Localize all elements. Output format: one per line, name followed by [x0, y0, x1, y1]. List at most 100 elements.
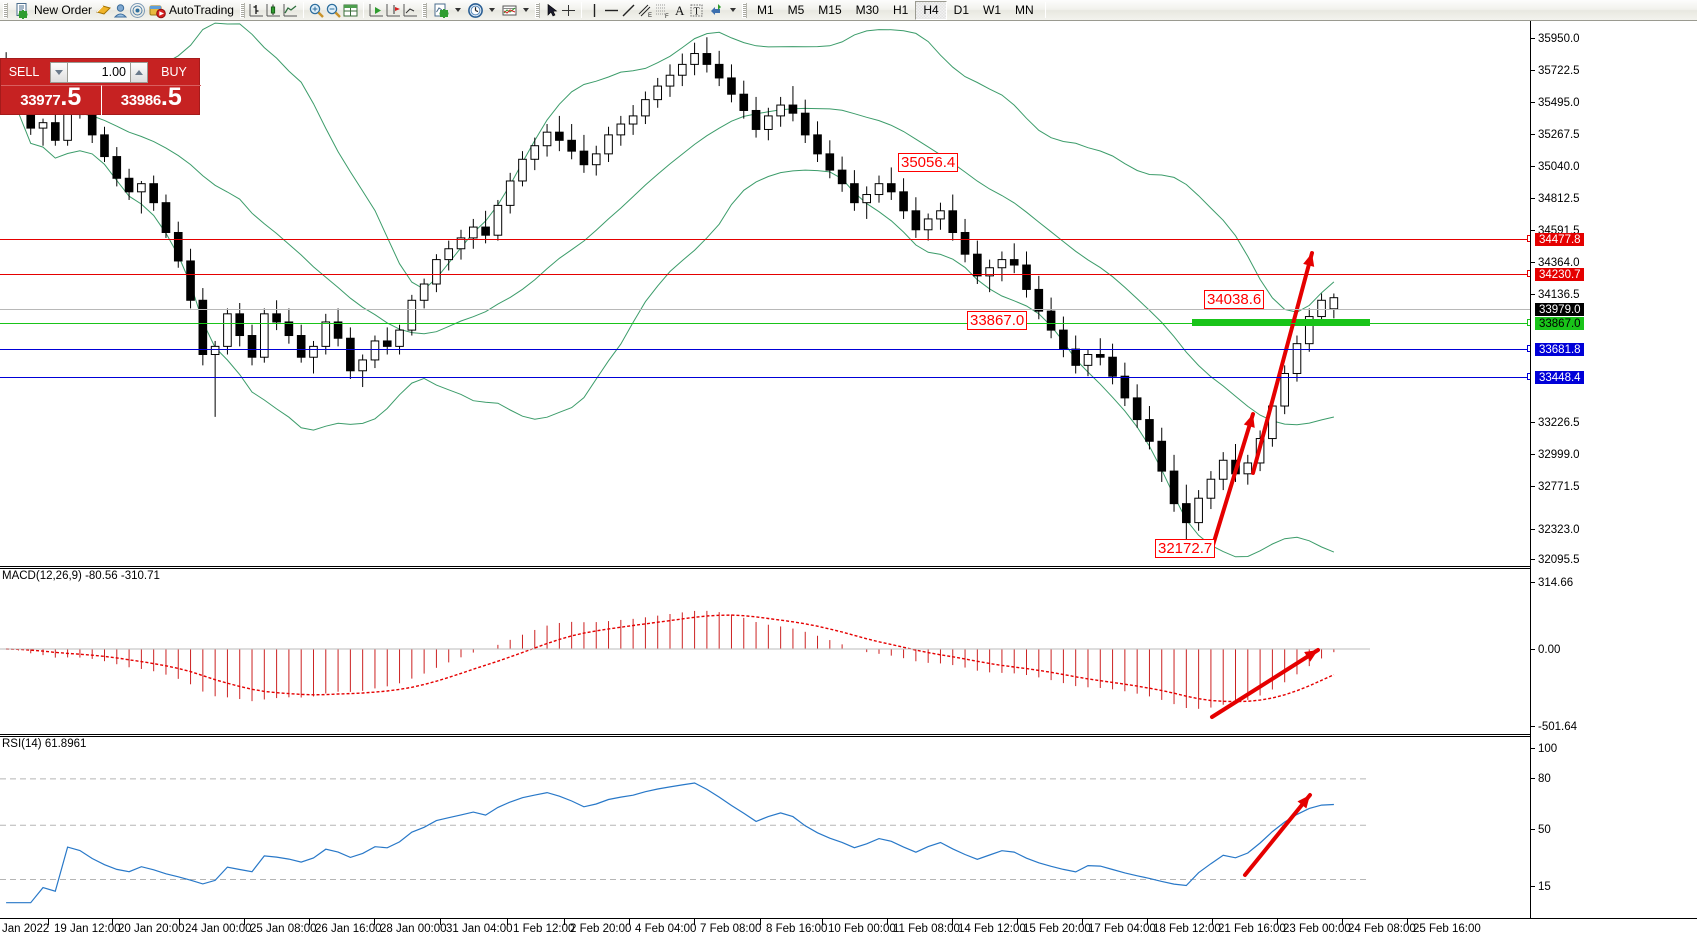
equidistant-channel-icon[interactable]: E: [637, 2, 654, 19]
candle: [407, 294, 417, 336]
price-level-pill[interactable]: 34477.8: [1535, 233, 1584, 246]
time-axis-label: 7 Feb 08:00: [700, 923, 762, 935]
level-32172[interactable]: 32172.7: [1155, 539, 1216, 558]
price-level-pill[interactable]: 33448.4: [1535, 371, 1584, 384]
period-menu-button[interactable]: [464, 1, 498, 20]
candle: [1095, 338, 1105, 366]
projection-arrow-up-2[interactable]: [1251, 251, 1315, 475]
toolbar-grip-4[interactable]: [534, 2, 540, 18]
new-order-button[interactable]: New Order: [11, 1, 95, 20]
price-pane-graphics: [1, 22, 1370, 558]
crosshair-icon[interactable]: [560, 2, 577, 19]
chart-shift-icon[interactable]: [385, 2, 402, 19]
candle: [714, 50, 724, 87]
chart-shift-end-icon[interactable]: [402, 2, 419, 19]
sell-button[interactable]: SELL: [8, 65, 40, 79]
text-label-icon[interactable]: T: [688, 2, 705, 19]
indicators-chevron-down-icon[interactable]: [454, 8, 461, 12]
candle: [616, 115, 626, 146]
sell-price[interactable]: 33977 .5: [1, 85, 102, 116]
horizontal-line-icon[interactable]: [603, 2, 620, 19]
fibonacci-retracement-icon[interactable]: F: [654, 2, 671, 20]
timeframe-m15[interactable]: M15: [818, 3, 842, 17]
price-level-pill[interactable]: 33867.0: [1535, 317, 1584, 330]
level-35056[interactable]: 35056.4: [898, 153, 959, 172]
pane-divider-rsi[interactable]: [0, 734, 1697, 737]
profile-icon[interactable]: [112, 2, 129, 19]
bar-chart-icon[interactable]: [248, 2, 265, 19]
time-axis-label: 4 Feb 04:00: [635, 923, 697, 935]
time-tick: [48, 919, 49, 925]
level-33867[interactable]: 33867.0: [967, 311, 1028, 330]
chart-book-icon[interactable]: [95, 2, 112, 19]
rsi-pane[interactable]: [0, 738, 1530, 918]
price-level-line[interactable]: [0, 274, 1530, 275]
tick-mark: [1531, 649, 1535, 650]
auto-scroll-icon[interactable]: [368, 2, 385, 19]
projection-arrow-up-1[interactable]: [1211, 412, 1255, 547]
buy-button[interactable]: BUY: [161, 65, 187, 79]
price-pane[interactable]: [0, 21, 1530, 566]
vertical-line-icon[interactable]: [586, 2, 603, 19]
one-click-trading-panel[interactable]: SELL 1.00 BUY 33977 .5 33986 .5: [0, 58, 201, 116]
timeframe-m30[interactable]: M30: [855, 3, 879, 17]
time-axis[interactable]: Jan 2022 19 Jan 12:00 20 Jan 20:00 24 Jan 0…: [0, 918, 1697, 940]
zoom-in-icon[interactable]: [308, 2, 325, 19]
templates-menu-button[interactable]: [498, 1, 532, 20]
indicators-menu-button[interactable]: [430, 1, 464, 20]
price-level-line[interactable]: [0, 309, 1530, 310]
cursor-icon[interactable]: [543, 2, 560, 19]
timeframe-m5[interactable]: M5: [787, 3, 805, 17]
auto-trading-label: AutoTrading: [169, 3, 234, 17]
price-level-pill[interactable]: 34230.7: [1535, 268, 1584, 281]
price-level-line[interactable]: [0, 239, 1530, 240]
lot-increase-button[interactable]: [130, 61, 148, 83]
timeframe-h1[interactable]: H1: [892, 3, 909, 17]
toolbar-grip-1[interactable]: [3, 2, 8, 18]
new-order-label: New Order: [34, 3, 93, 17]
toolbar-grip-5[interactable]: [741, 2, 747, 18]
bollinger-lower: [5, 77, 1335, 558]
candle: [788, 86, 798, 122]
lot-stepper[interactable]: 1.00: [50, 61, 148, 83]
macd-pane[interactable]: [0, 570, 1530, 734]
zoom-out-icon[interactable]: [325, 2, 342, 19]
lot-input[interactable]: 1.00: [68, 61, 130, 83]
pane-divider-macd[interactable]: [0, 566, 1697, 569]
signal-icon[interactable]: [129, 2, 146, 19]
period-chevron-down-icon[interactable]: [488, 8, 495, 12]
price-level-line[interactable]: [0, 377, 1530, 378]
candlestick-chart-icon[interactable]: [265, 2, 282, 19]
timeframe-w1[interactable]: W1: [983, 3, 1002, 17]
chart-area[interactable]: DJ30-,H4 33897.0 34010.0 33827.0 33979.0…: [0, 21, 1697, 940]
data-window-icon[interactable]: [342, 2, 359, 19]
price-level-pill[interactable]: 33979.0: [1535, 303, 1584, 316]
price-tick-label: 32999.0: [1538, 448, 1580, 461]
price-level-pill[interactable]: 33681.8: [1535, 343, 1584, 356]
price-scale[interactable]: 35950.0 35722.5 35495.0 35267.5 35040.0 34812…: [1530, 21, 1697, 940]
timeframe-d1[interactable]: D1: [953, 3, 970, 17]
shapes-menu-button[interactable]: [705, 1, 739, 20]
auto-trading-button[interactable]: AutoTrading: [146, 1, 237, 20]
timeframe-mn[interactable]: MN: [1015, 3, 1034, 17]
macd-projection-arrow[interactable]: [1210, 648, 1320, 719]
templates-chevron-down-icon[interactable]: [522, 8, 529, 12]
rsi-projection-arrow[interactable]: [1243, 793, 1312, 877]
level-34038[interactable]: 34038.6: [1204, 290, 1265, 309]
one-click-price-row: 33977 .5 33986 .5: [1, 85, 201, 116]
text-icon[interactable]: A: [671, 2, 688, 19]
shapes-chevron-down-icon[interactable]: [729, 8, 736, 12]
timeframe-m1[interactable]: M1: [756, 3, 774, 17]
timeframe-h4[interactable]: H4: [915, 0, 947, 20]
trendline-icon[interactable]: [620, 2, 637, 19]
candle: [456, 229, 466, 260]
toolbar-grip-3[interactable]: [421, 2, 427, 18]
line-chart-icon[interactable]: [282, 2, 299, 19]
price-level-line[interactable]: [0, 323, 1530, 324]
price-level-line[interactable]: [0, 349, 1530, 350]
lot-decrease-button[interactable]: [50, 61, 68, 83]
tick-mark: [1531, 166, 1535, 167]
buy-price[interactable]: 33986 .5: [101, 85, 201, 116]
time-axis-label: 25 Feb 16:00: [1413, 923, 1481, 935]
toolbar-grip-2[interactable]: [239, 2, 245, 18]
